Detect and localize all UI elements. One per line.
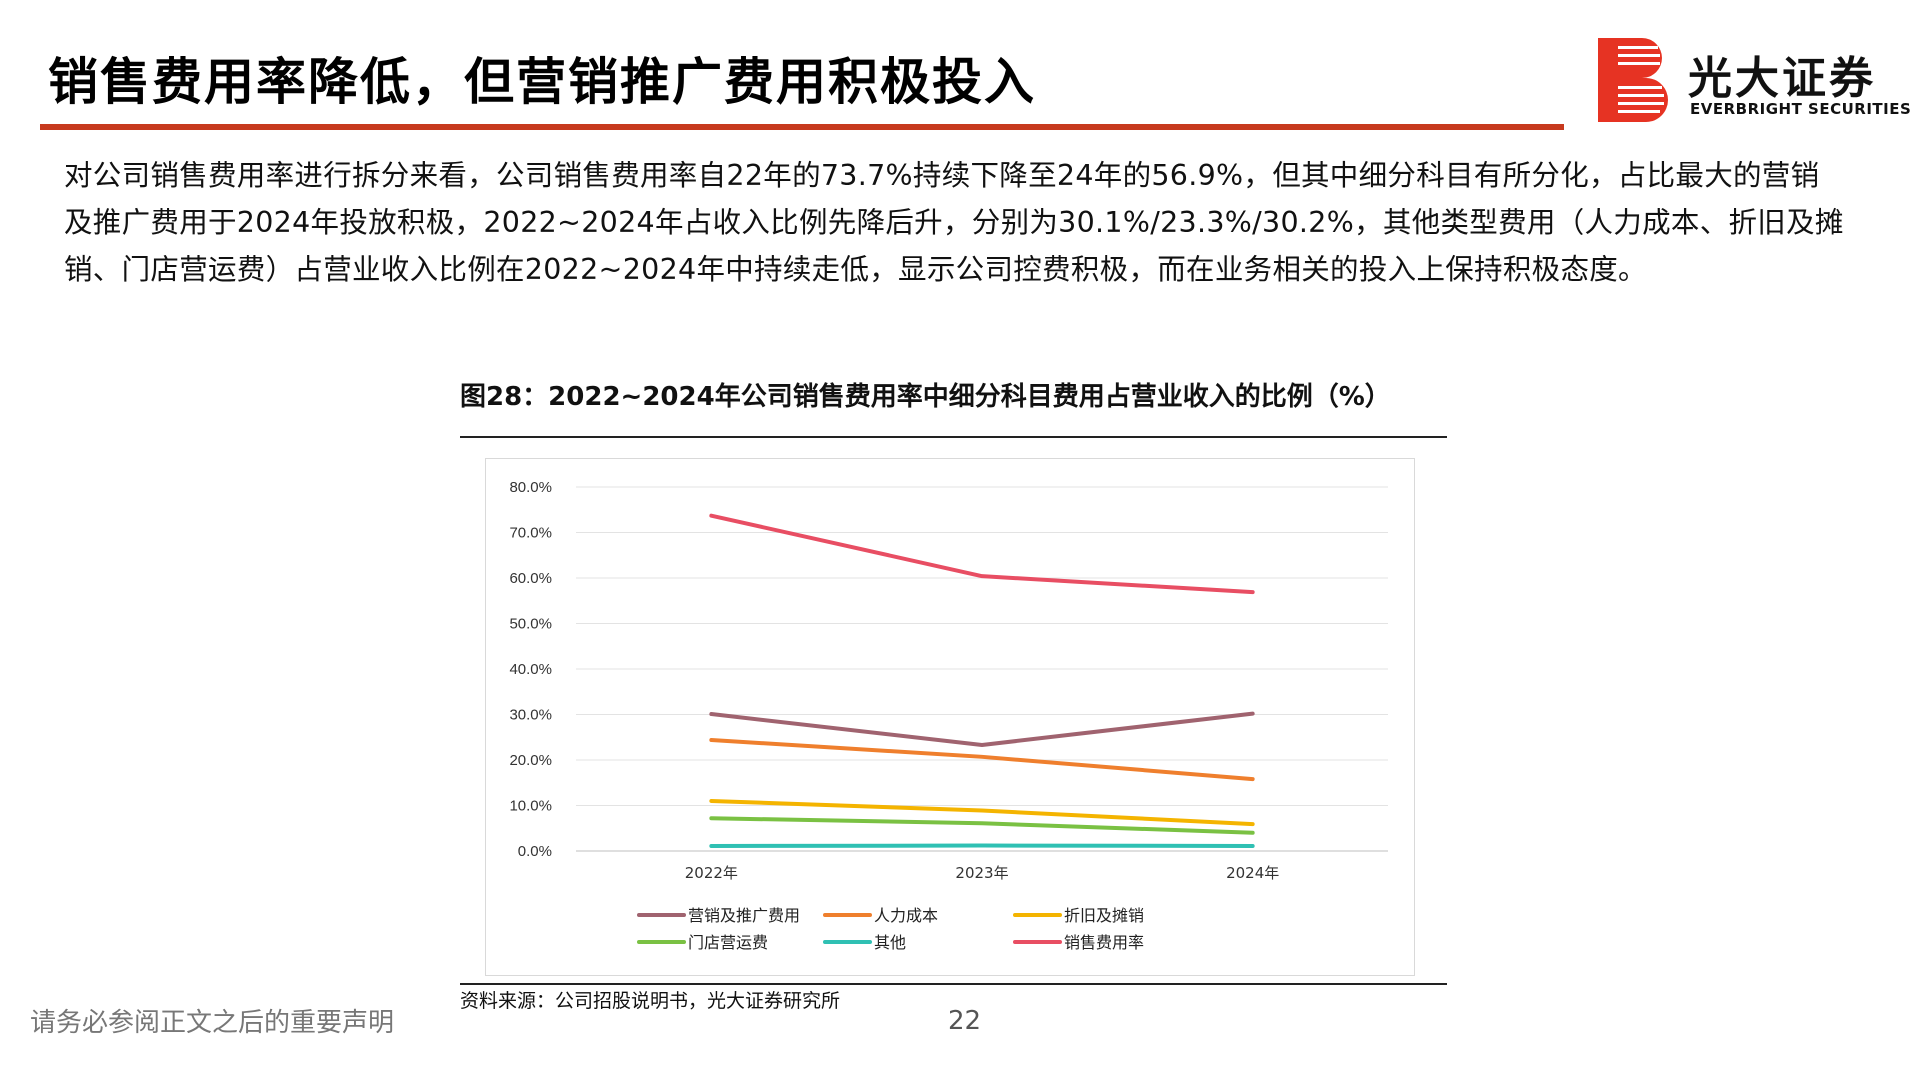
x-tick-label: 2022年 xyxy=(685,864,738,882)
line-chart: 0.0% 10.0% 20.0% 30.0% 40.0% 50.0% 60.0% 70.0% 8… xyxy=(509,479,1388,952)
y-tick-label: 30.0% xyxy=(509,707,552,724)
figure-bottom-rule xyxy=(460,983,1447,985)
figure-top-rule xyxy=(460,436,1447,438)
chart-frame: 0.0% 10.0% 20.0% 30.0% 40.0% 50.0% 60.0% 70.0% 8… xyxy=(485,458,1415,976)
figure-source: 资料来源：公司招股说明书，光大证券研究所 xyxy=(460,990,841,1012)
y-tick-label: 50.0% xyxy=(509,616,552,633)
y-tick-label: 0.0% xyxy=(518,843,552,860)
legend-label: 销售费用率 xyxy=(1064,933,1144,952)
x-tick-label: 2023年 xyxy=(955,864,1008,882)
figure-caption: 图28：2022~2024年公司销售费用率中细分科目费用占营业收入的比例（%） xyxy=(460,382,1391,412)
disclaimer-note: 请务必参阅正文之后的重要声明 xyxy=(30,1008,395,1038)
brand-name-cn: 光大证券 xyxy=(1688,53,1876,104)
series-line xyxy=(709,737,1255,782)
page-title: 销售费用率降低，但营销推广费用积极投入 xyxy=(48,53,1036,111)
brand-name-en: EVERBRIGHT SECURITIES xyxy=(1690,100,1912,118)
y-tick-label: 20.0% xyxy=(509,752,552,769)
legend-label: 营销及推广费用 xyxy=(688,906,800,925)
y-tick-label: 10.0% xyxy=(509,798,552,815)
everbright-logo-icon xyxy=(1598,38,1668,122)
x-tick-label: 2024年 xyxy=(1226,864,1279,882)
legend-label: 门店营运费 xyxy=(688,933,768,952)
y-tick-label: 60.0% xyxy=(509,570,552,587)
y-tick-label: 40.0% xyxy=(509,661,552,678)
series-line xyxy=(709,798,1255,827)
y-tick-label: 70.0% xyxy=(509,525,552,542)
legend-label: 其他 xyxy=(874,933,906,952)
series-line xyxy=(709,816,1255,835)
series-line xyxy=(709,711,1255,747)
legend-label: 折旧及摊销 xyxy=(1064,906,1144,925)
legend-label: 人力成本 xyxy=(874,906,938,925)
series-line xyxy=(709,513,1255,595)
body-paragraph: 对公司销售费用率进行拆分来看，公司销售费用率自22年的73.7%持续下降至24年… xyxy=(64,159,1844,286)
title-underline xyxy=(40,124,1564,130)
page-number: 22 xyxy=(948,1006,982,1036)
y-tick-label: 80.0% xyxy=(509,479,552,496)
